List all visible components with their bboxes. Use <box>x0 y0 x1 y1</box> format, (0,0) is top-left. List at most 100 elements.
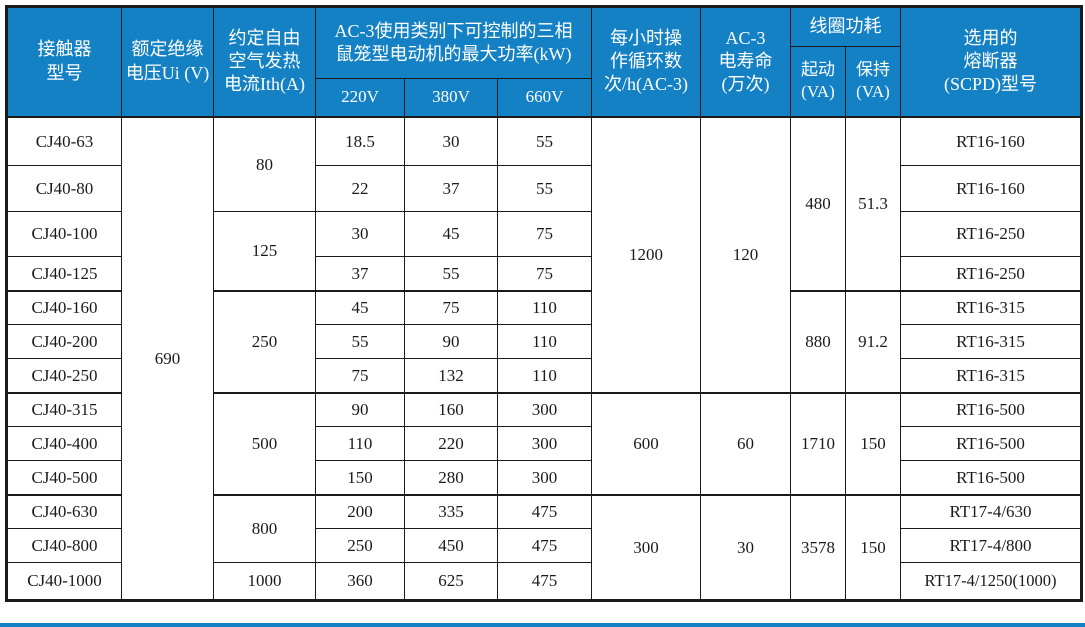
table-row: CJ40-500 150 280 300 RT16-500 <box>6 460 1082 495</box>
cell-p380: 160 <box>404 391 498 427</box>
cell-model: CJ40-125 <box>6 256 122 291</box>
cell-coil-start: 480 <box>790 115 846 291</box>
header-row-voltage-subs: 220V 380V 660V <box>7 78 1082 117</box>
cell-fuse: RT16-500 <box>900 391 1082 427</box>
table-row: CJ40-125 37 55 75 RT16-250 <box>6 256 1082 291</box>
cell-model: CJ40-1000 <box>6 562 122 601</box>
contactor-spec-table: 接触器 型号 额定绝缘 电压Ui (V) 约定自由 空气发热 电流Ith(A) … <box>5 5 1083 602</box>
cell-ith: 500 <box>213 391 316 495</box>
cell-model: CJ40-315 <box>6 391 122 427</box>
cell-p380: 132 <box>404 358 498 393</box>
cell-coil-hold: 150 <box>845 391 901 495</box>
cell-coil-hold: 51.3 <box>845 115 901 291</box>
cell-p660: 55 <box>497 115 592 166</box>
cell-p660: 475 <box>497 562 592 601</box>
table-row: CJ40-160 250 45 75 110 880 91.2 RT16-315 <box>6 289 1082 393</box>
cell-cycles: 1200 <box>591 115 701 393</box>
table-row: CJ40-630 800 200 335 475 300 30 3578 150… <box>6 493 1082 601</box>
header-220v: 220V <box>315 78 405 117</box>
cell-p660: 110 <box>497 324 592 359</box>
cell-fuse: RT16-315 <box>900 289 1082 325</box>
cell-coil-start: 1710 <box>790 391 846 495</box>
header-rated-insulation-voltage: 额定绝缘 电压Ui (V) <box>121 6 214 117</box>
cell-model: CJ40-400 <box>6 426 122 461</box>
cell-p660: 110 <box>497 358 592 393</box>
header-electrical-life: AC-3 电寿命 (万次) <box>700 6 791 117</box>
header-coil-start-va: 起动 (VA) <box>790 46 846 117</box>
cell-fuse: RT16-160 <box>900 165 1082 212</box>
cell-cycles: 300 <box>591 493 701 601</box>
cell-p380: 90 <box>404 324 498 359</box>
cell-fuse: RT17-4/1250(1000) <box>900 562 1082 601</box>
cell-coil-start: 3578 <box>790 493 846 601</box>
cell-p660: 110 <box>497 289 592 325</box>
cell-coil-hold: 91.2 <box>845 289 901 393</box>
cell-model: CJ40-160 <box>6 289 122 325</box>
cell-model: CJ40-63 <box>6 115 122 166</box>
cell-fuse: RT16-250 <box>900 256 1082 291</box>
cell-p380: 335 <box>404 493 498 529</box>
cell-p380: 55 <box>404 256 498 291</box>
cell-model: CJ40-500 <box>6 460 122 495</box>
table-row: CJ40-200 55 90 110 RT16-315 <box>6 324 1082 359</box>
header-thermal-current: 约定自由 空气发热 电流Ith(A) <box>213 6 316 117</box>
cell-p220: 110 <box>315 426 405 461</box>
cell-fuse: RT16-250 <box>900 211 1082 257</box>
cell-p660: 75 <box>497 256 592 291</box>
cell-p660: 300 <box>497 391 592 427</box>
table-body: CJ40-63 690 80 18.5 30 55 1200 120 480 5… <box>6 115 1082 601</box>
table-header: 接触器 型号 额定绝缘 电压Ui (V) 约定自由 空气发热 电流Ith(A) … <box>6 6 1082 117</box>
cell-life: 120 <box>700 115 791 393</box>
cell-p220: 360 <box>315 562 405 601</box>
cell-life: 60 <box>700 391 791 495</box>
cell-p220: 75 <box>315 358 405 393</box>
table-row: CJ40-1000 1000 360 625 475 RT17-4/1250(1… <box>6 562 1082 601</box>
header-row-coil-subs: 起动 (VA) 保持 (VA) <box>7 46 1082 117</box>
cell-fuse: RT16-160 <box>900 115 1082 166</box>
cell-p380: 30 <box>404 115 498 166</box>
cell-p220: 45 <box>315 289 405 325</box>
table-row: CJ40-250 75 132 110 RT16-315 <box>6 358 1082 393</box>
cell-p220: 200 <box>315 493 405 529</box>
cell-p220: 22 <box>315 165 405 212</box>
cell-ith: 250 <box>213 289 316 393</box>
cell-ith: 1000 <box>213 562 316 601</box>
header-660v: 660V <box>497 78 592 117</box>
cell-model: CJ40-800 <box>6 528 122 563</box>
cell-p660: 75 <box>497 211 592 257</box>
cell-model: CJ40-630 <box>6 493 122 529</box>
cell-p220: 30 <box>315 211 405 257</box>
bottom-accent-bar <box>0 623 1085 627</box>
cell-p380: 450 <box>404 528 498 563</box>
cell-coil-start: 880 <box>790 289 846 393</box>
cell-p660: 300 <box>497 460 592 495</box>
cell-p220: 18.5 <box>315 115 405 166</box>
header-fuse-type: 选用的 熔断器 (SCPD)型号 <box>900 6 1082 117</box>
cell-p220: 250 <box>315 528 405 563</box>
cell-p380: 45 <box>404 211 498 257</box>
cell-coil-hold: 150 <box>845 493 901 601</box>
cell-p220: 55 <box>315 324 405 359</box>
cell-p380: 75 <box>404 289 498 325</box>
cell-p220: 150 <box>315 460 405 495</box>
table-row: CJ40-80 22 37 55 RT16-160 <box>6 165 1082 212</box>
cell-model: CJ40-100 <box>6 211 122 257</box>
cell-p380: 37 <box>404 165 498 212</box>
cell-p660: 55 <box>497 165 592 212</box>
cell-p380: 625 <box>404 562 498 601</box>
cell-fuse: RT16-500 <box>900 460 1082 495</box>
header-380v: 380V <box>404 78 498 117</box>
cell-cycles: 600 <box>591 391 701 495</box>
cell-fuse: RT16-315 <box>900 358 1082 393</box>
cell-p220: 90 <box>315 391 405 427</box>
cell-p220: 37 <box>315 256 405 291</box>
cell-p380: 280 <box>404 460 498 495</box>
cell-model: CJ40-250 <box>6 358 122 393</box>
table-row: CJ40-63 690 80 18.5 30 55 1200 120 480 5… <box>6 115 1082 601</box>
header-ac3-power-group: AC-3使用类别下可控制的三相 鼠笼型电动机的最大功率(kW) <box>315 6 592 79</box>
cell-life: 30 <box>700 493 791 601</box>
header-coil-power-group: 线圈功耗 <box>790 6 901 47</box>
cell-fuse: RT17-4/630 <box>900 493 1082 529</box>
cell-model: CJ40-200 <box>6 324 122 359</box>
